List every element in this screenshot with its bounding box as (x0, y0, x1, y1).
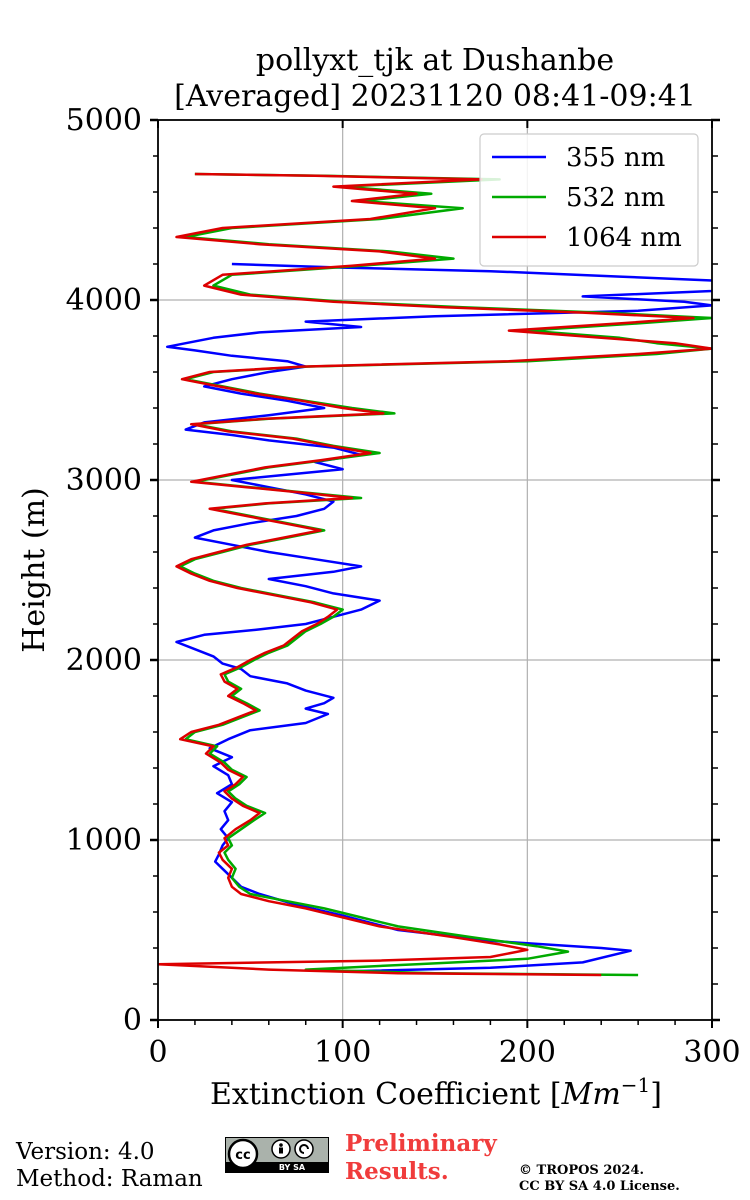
copyright-line2: CC BY SA 4.0 License. (519, 1179, 680, 1194)
x-tick-label: 300 (683, 1035, 740, 1070)
series-lines (158, 172, 712, 977)
x-tick-label: 100 (314, 1035, 371, 1070)
by-body (279, 1147, 283, 1154)
y-tick-label: 2000 (66, 643, 142, 678)
legend-label: 532 nm (566, 183, 665, 213)
x-axis-label-exponent: −1 (621, 1073, 650, 1097)
x-tick-label: 0 (148, 1035, 167, 1070)
preliminary-results-notice: Preliminary Results. (345, 1130, 497, 1186)
chart-title-line1: pollyxt_tjk at Dushanbe (256, 43, 614, 78)
x-axis-label-base: Extinction Coefficient [ (210, 1077, 562, 1112)
plot-frame (157, 119, 713, 1021)
y-tick-label: 3000 (66, 463, 142, 498)
series-line-1064-nm (158, 172, 712, 977)
version-label: Version: 4.0 (16, 1139, 155, 1165)
x-axis-label: Extinction Coefficient [Mm−1] (210, 1073, 662, 1112)
method-label: Method: Raman (16, 1166, 203, 1192)
x-tick-label: 200 (499, 1035, 556, 1070)
legend-box (479, 133, 699, 267)
cc-mark-glyph: cc (235, 1148, 250, 1163)
cc-by-sa-license-badge: cc BY SA (225, 1137, 329, 1173)
x-axis-label-end: ] (650, 1077, 662, 1112)
y-tick-label: 5000 (66, 103, 142, 138)
preliminary-line1: Preliminary (345, 1130, 497, 1157)
y-tick-label: 4000 (66, 283, 142, 318)
x-axis-label-unit: Mm (561, 1077, 621, 1112)
chart-legend: 355 nm 532 nm 1064 nm (479, 133, 699, 267)
y-axis-label: Height (m) (17, 487, 52, 652)
sa-share-alike-icon (294, 1139, 314, 1159)
series-line-355-nm (165, 262, 712, 973)
y-tick-label: 0 (123, 1003, 142, 1038)
legend-label: 1064 nm (566, 223, 682, 253)
copyright-line1: © TROPOS 2024. (519, 1163, 645, 1178)
chart-title-line2: [Averaged] 20231120 08:41-09:41 (174, 79, 696, 114)
legend-label: 355 nm (566, 143, 665, 173)
preliminary-line2: Results. (345, 1158, 449, 1185)
copyright-notice: © TROPOS 2024. CC BY SA 4.0 License. (519, 1163, 680, 1195)
sa-arrow (299, 1144, 309, 1154)
cc-icon (227, 1138, 259, 1170)
by-head (279, 1143, 283, 1147)
y-tick-label: 1000 (66, 823, 142, 858)
cc-badge-text: BY SA (279, 1163, 306, 1172)
